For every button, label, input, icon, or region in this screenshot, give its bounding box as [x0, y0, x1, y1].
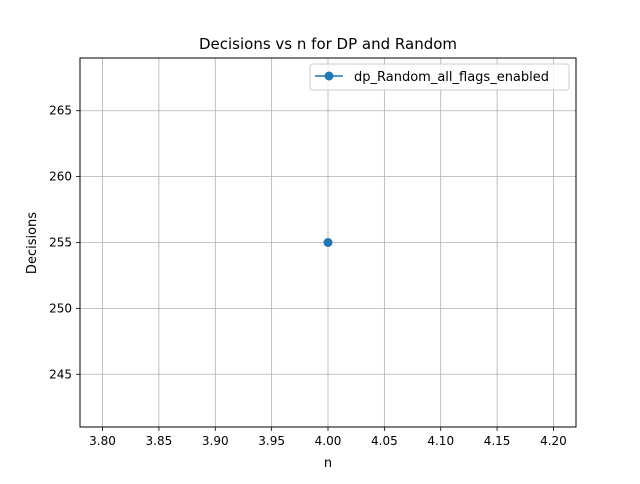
grid-lines	[80, 58, 576, 427]
x-tick-label: 3.80	[89, 434, 116, 448]
legend: dp_Random_all_flags_enabled	[309, 63, 570, 91]
legend-point-marker	[324, 71, 334, 81]
plot-series	[323, 238, 333, 247]
x-tick-label: 3.95	[258, 434, 285, 448]
legend-box	[309, 63, 570, 91]
x-axis-label: n	[324, 456, 332, 471]
x-tick-label: 4.05	[371, 434, 398, 448]
y-axis-label: Decisions	[25, 212, 40, 274]
chart-title: Decisions vs n for DP and Random	[199, 35, 457, 53]
x-tick-label: 4.00	[315, 434, 342, 448]
y-tick-label: 260	[49, 170, 72, 184]
x-tick-label: 3.85	[146, 434, 173, 448]
y-tick-label: 265	[49, 104, 72, 118]
axes: 3.80 3.85 3.90 3.95 4.00 4.05 4.10 4.15 4.20 245 2…	[49, 57, 577, 448]
x-tick-label: 3.90	[202, 434, 229, 448]
legend-label: dp_Random_all_flags_enabled	[354, 70, 549, 85]
data-point	[323, 238, 333, 247]
y-tick-label: 245	[49, 367, 72, 381]
y-tick-label: 255	[49, 236, 72, 250]
x-tick-label: 4.15	[484, 434, 511, 448]
y-tick-label: 250	[49, 301, 72, 315]
x-tick-label: 4.10	[427, 434, 454, 448]
x-tick-label: 4.20	[540, 434, 567, 448]
